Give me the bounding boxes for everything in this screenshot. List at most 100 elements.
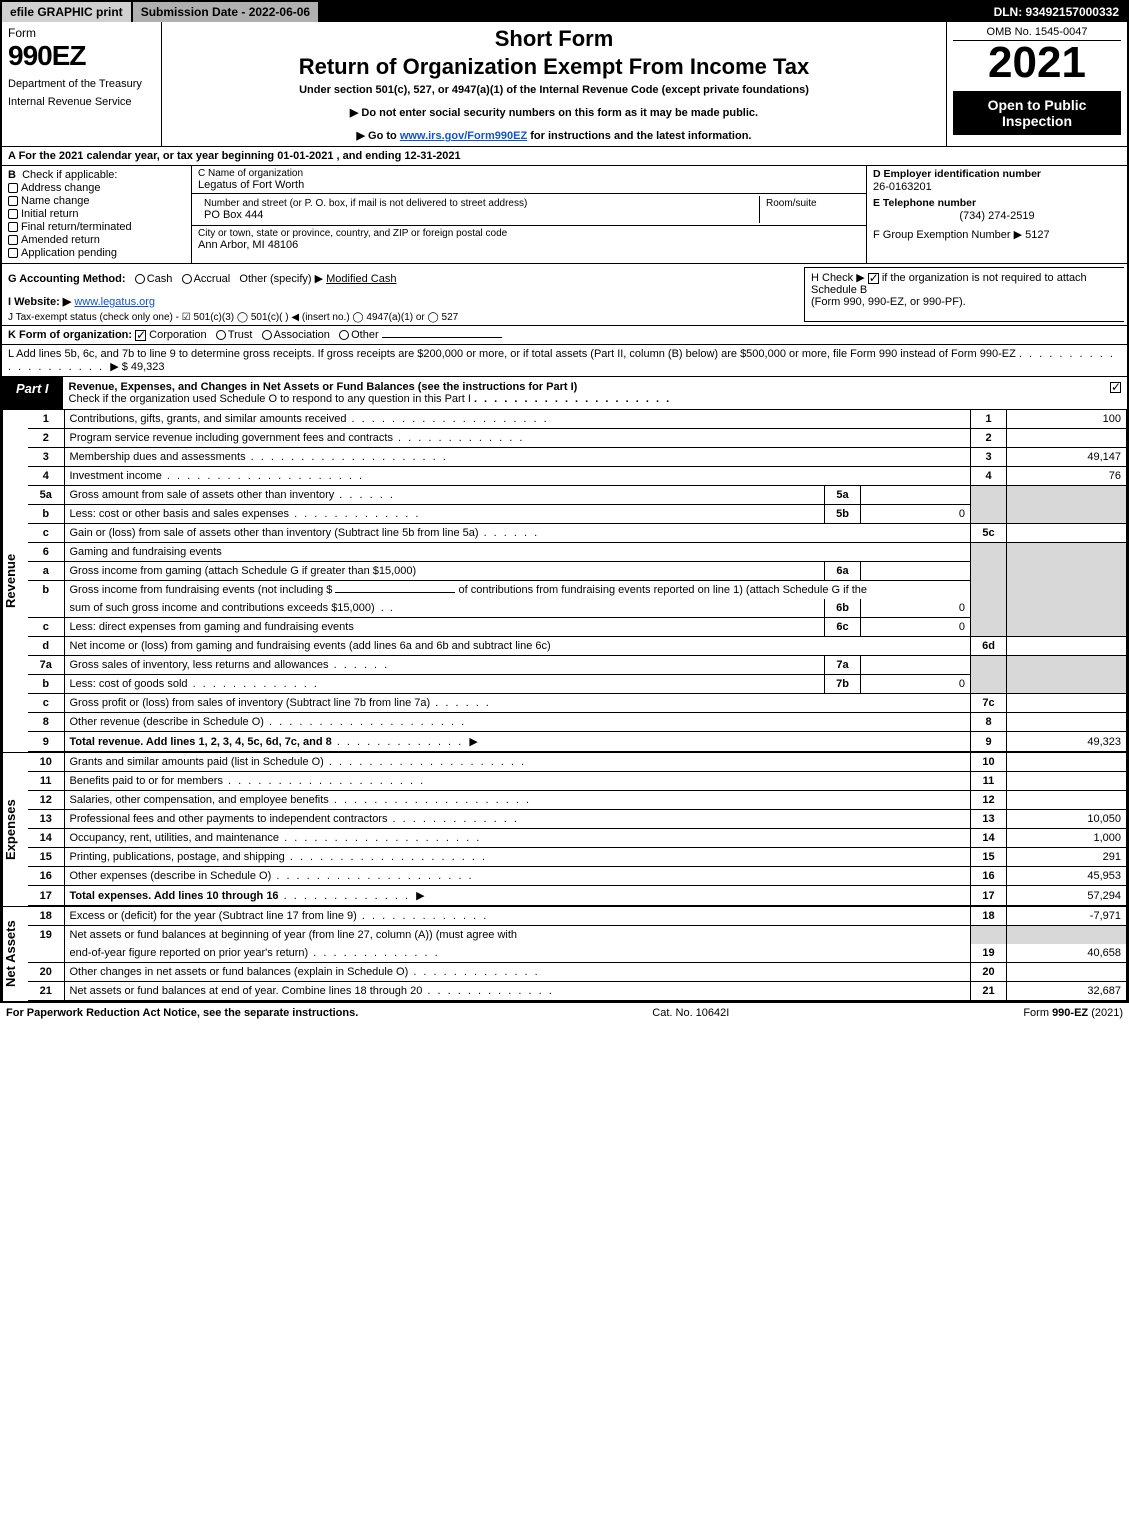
- part1-title-text: Revenue, Expenses, and Changes in Net As…: [69, 381, 578, 393]
- b-label: B: [8, 169, 16, 181]
- ln-4-code: 4: [971, 467, 1007, 486]
- ln-21-amt: 32,687: [1007, 982, 1127, 1001]
- ln-8-code: 8: [971, 713, 1007, 732]
- col-b-checks: B Check if applicable: Address change Na…: [2, 166, 192, 263]
- chk-application-pending[interactable]: [8, 248, 18, 258]
- ln-4-num: 4: [28, 467, 64, 486]
- ln-7c-amt: [1007, 694, 1127, 713]
- dept-treasury: Department of the Treasury: [8, 78, 155, 90]
- form-header: Form 990EZ Department of the Treasury In…: [2, 22, 1127, 147]
- ln-17-num: 17: [28, 886, 64, 906]
- chk-trust[interactable]: [216, 330, 226, 340]
- ln-13-num: 13: [28, 810, 64, 829]
- ln-6a-greycode: [971, 562, 1007, 581]
- ln-21-desc: Net assets or fund balances at end of ye…: [70, 985, 554, 997]
- ln-7b-num: b: [28, 675, 64, 694]
- ln-10-desc: Grants and similar amounts paid (list in…: [70, 756, 527, 768]
- opt-corporation: Corporation: [149, 329, 206, 341]
- efile-print-button[interactable]: efile GRAPHIC print: [2, 2, 133, 22]
- ln-7b-subamt: 0: [861, 675, 971, 694]
- ln-19-greyamt: [1007, 926, 1127, 945]
- room-suite-label: Room/suite: [760, 196, 860, 223]
- website-link[interactable]: www.legatus.org: [74, 296, 155, 308]
- h-schedule-b-box: H Check ▶ if the organization is not req…: [804, 267, 1124, 322]
- chk-association[interactable]: [262, 330, 272, 340]
- h-text-3: (Form 990, 990-EZ, or 990-PF).: [811, 296, 966, 308]
- ln-5a-desc: Gross amount from sale of assets other t…: [70, 489, 395, 501]
- ln-5c-num: c: [28, 524, 64, 543]
- ln-7a-greyamt: [1007, 656, 1127, 675]
- ln-15-code: 15: [971, 848, 1007, 867]
- chk-initial-return[interactable]: [8, 209, 18, 219]
- ln-5a-sub: 5a: [825, 486, 861, 505]
- ln-1-num: 1: [28, 410, 64, 429]
- ln-5b-num: b: [28, 505, 64, 524]
- opt-amended-return: Amended return: [21, 234, 100, 246]
- ln-16-num: 16: [28, 867, 64, 886]
- part1-header: Part I Revenue, Expenses, and Changes in…: [2, 377, 1127, 410]
- chk-corporation[interactable]: [135, 330, 146, 341]
- ln-5b-subamt: 0: [861, 505, 971, 524]
- ln-7a-desc: Gross sales of inventory, less returns a…: [70, 659, 390, 671]
- footer-left: For Paperwork Reduction Act Notice, see …: [6, 1007, 358, 1019]
- ln-8-amt: [1007, 713, 1127, 732]
- footer-cat: Cat. No. 10642I: [652, 1007, 729, 1019]
- opt-address-change: Address change: [21, 182, 101, 194]
- l-text: L Add lines 5b, 6c, and 7b to line 9 to …: [8, 348, 1016, 360]
- chk-other[interactable]: [339, 330, 349, 340]
- netassets-table: 18 Excess or (deficit) for the year (Sub…: [28, 907, 1127, 1001]
- ln-5b-greyamt: [1007, 505, 1127, 524]
- ln-6b-desc2: of contributions from fundraising events…: [459, 584, 867, 596]
- line-a-period: A For the 2021 calendar year, or tax yea…: [2, 147, 1127, 166]
- info-grid: B Check if applicable: Address change Na…: [2, 166, 1127, 264]
- ln-12-code: 12: [971, 791, 1007, 810]
- radio-cash[interactable]: [135, 274, 145, 284]
- ln-6a-num: a: [28, 562, 64, 581]
- ln-7a-subamt: [861, 656, 971, 675]
- footer-right: Form 990-EZ (2021): [1023, 1007, 1123, 1019]
- ln-5c-amt: [1007, 524, 1127, 543]
- ln-18-desc: Excess or (deficit) for the year (Subtra…: [70, 910, 357, 922]
- ln-6b-subamt: 0: [861, 599, 971, 618]
- ln-6c-greycode: [971, 618, 1007, 637]
- ln-6c-sub: 6c: [825, 618, 861, 637]
- expenses-label: Expenses: [2, 753, 28, 906]
- ln-3-num: 3: [28, 448, 64, 467]
- ln-6b-sub: 6b: [825, 599, 861, 618]
- other-blank: [382, 337, 502, 338]
- ein-value: 26-0163201: [873, 181, 1121, 193]
- chk-amended-return[interactable]: [8, 235, 18, 245]
- ln-21-code: 21: [971, 982, 1007, 1001]
- ln-8-num: 8: [28, 713, 64, 732]
- ln-6-num: 6: [28, 543, 64, 562]
- radio-accrual[interactable]: [182, 274, 192, 284]
- chk-address-change[interactable]: [8, 183, 18, 193]
- ln-5c-code: 5c: [971, 524, 1007, 543]
- ln-9-desc: Total revenue. Add lines 1, 2, 3, 4, 5c,…: [70, 736, 332, 748]
- tax-year: 2021: [953, 41, 1121, 85]
- chk-final-return[interactable]: [8, 222, 18, 232]
- header-left: Form 990EZ Department of the Treasury In…: [2, 22, 162, 146]
- grp-exemption-label: F Group Exemption Number ▶: [873, 229, 1022, 241]
- ln-6d-desc: Net income or (loss) from gaming and fun…: [64, 637, 971, 656]
- chk-name-change[interactable]: [8, 196, 18, 206]
- ln-1-amt: 100: [1007, 410, 1127, 429]
- ln-10-amt: [1007, 753, 1127, 772]
- ln-20-desc: Other changes in net assets or fund bala…: [70, 966, 540, 978]
- top-bar: efile GRAPHIC print Submission Date - 20…: [2, 2, 1127, 22]
- ln-6-greyamt: [1007, 543, 1127, 562]
- chk-schedule-o[interactable]: [1110, 382, 1121, 393]
- ln-6b-blank: [335, 592, 455, 593]
- part1-tab: Part I: [2, 377, 63, 409]
- chk-schedule-b[interactable]: [868, 273, 879, 284]
- ln-12-desc: Salaries, other compensation, and employ…: [70, 794, 532, 806]
- ln-5a-subamt: [861, 486, 971, 505]
- city-value: Ann Arbor, MI 48106: [198, 239, 860, 251]
- ln-4-amt: 76: [1007, 467, 1127, 486]
- ln-7b-sub: 7b: [825, 675, 861, 694]
- goto-pre: ▶ Go to: [357, 130, 400, 142]
- ln-6b-desc1: Gross income from fundraising events (no…: [70, 584, 333, 596]
- expenses-section: Expenses 10 Grants and similar amounts p…: [2, 753, 1127, 907]
- grp-exemption-value: 5127: [1025, 229, 1049, 241]
- irs-link[interactable]: www.irs.gov/Form990EZ: [400, 130, 527, 142]
